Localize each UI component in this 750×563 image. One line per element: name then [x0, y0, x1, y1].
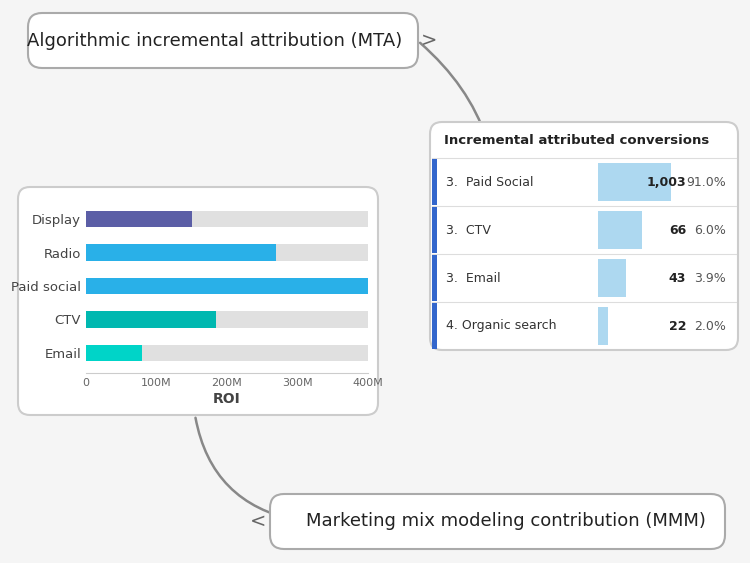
- Bar: [598, 307, 608, 345]
- Text: Incremental attributed conversions: Incremental attributed conversions: [444, 133, 710, 146]
- Text: 3.  Paid Social: 3. Paid Social: [446, 176, 533, 189]
- Text: 2.0%: 2.0%: [694, 319, 726, 333]
- Text: 43: 43: [669, 271, 686, 284]
- Text: 1,003: 1,003: [646, 176, 686, 189]
- X-axis label: ROI: ROI: [213, 392, 241, 406]
- Text: 6.0%: 6.0%: [694, 224, 726, 236]
- Text: Algorithmic incremental attribution (MTA): Algorithmic incremental attribution (MTA…: [27, 32, 403, 50]
- Bar: [598, 259, 626, 297]
- Bar: [86, 244, 276, 261]
- Text: 3.9%: 3.9%: [694, 271, 726, 284]
- Text: 91.0%: 91.0%: [686, 176, 726, 189]
- Bar: [86, 311, 368, 328]
- Bar: [432, 303, 437, 349]
- FancyBboxPatch shape: [18, 187, 378, 415]
- Bar: [432, 207, 437, 253]
- Text: 3.  Email: 3. Email: [446, 271, 501, 284]
- Bar: [86, 244, 368, 261]
- Bar: [432, 255, 437, 301]
- Text: 22: 22: [668, 319, 686, 333]
- Text: <: <: [250, 512, 266, 531]
- Text: 3.  CTV: 3. CTV: [446, 224, 491, 236]
- Bar: [86, 311, 217, 328]
- Bar: [86, 211, 192, 227]
- Text: >: >: [421, 31, 437, 50]
- FancyBboxPatch shape: [430, 122, 738, 350]
- Bar: [86, 278, 368, 294]
- Text: 66: 66: [669, 224, 686, 236]
- Bar: [86, 345, 142, 361]
- Bar: [598, 163, 670, 201]
- Bar: [86, 211, 368, 227]
- Bar: [598, 211, 642, 249]
- Bar: [86, 278, 368, 294]
- FancyBboxPatch shape: [270, 494, 725, 549]
- FancyBboxPatch shape: [28, 13, 418, 68]
- Text: Marketing mix modeling contribution (MMM): Marketing mix modeling contribution (MMM…: [305, 512, 706, 530]
- Text: 4. Organic search: 4. Organic search: [446, 319, 556, 333]
- Bar: [86, 345, 368, 361]
- Bar: [432, 159, 437, 205]
